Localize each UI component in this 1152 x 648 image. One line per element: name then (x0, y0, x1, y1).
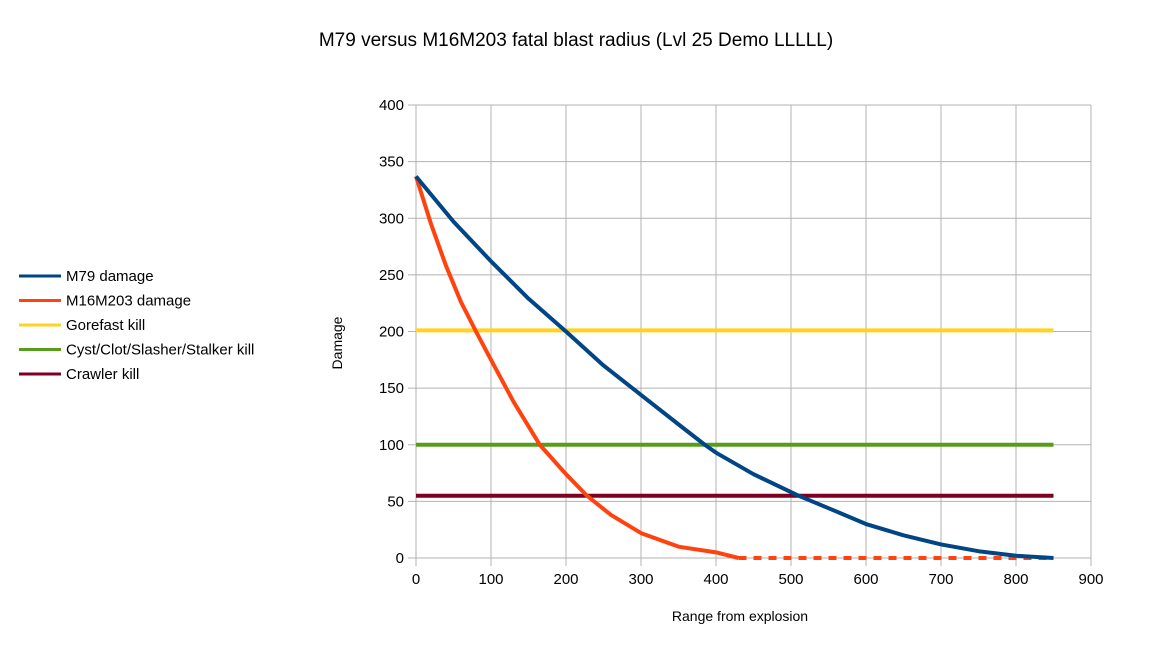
x-tick-label: 600 (853, 571, 878, 588)
y-tick-label: 400 (379, 97, 404, 114)
x-tick-label: 200 (553, 571, 578, 588)
y-tick-label: 300 (379, 210, 404, 227)
x-tick-label: 100 (478, 571, 503, 588)
legend-label: Gorefast kill (66, 317, 145, 334)
y-tick-label: 250 (379, 267, 404, 284)
y-axis-label: Damage (329, 316, 345, 369)
y-tick-label: 0 (396, 550, 404, 567)
x-tick-label: 800 (1003, 571, 1028, 588)
legend-item-m79-damage: M79 damage (19, 268, 154, 285)
legend-label: Cyst/Clot/Slasher/Stalker kill (66, 342, 254, 359)
y-tick-label: 100 (379, 437, 404, 454)
x-tick-label: 300 (628, 571, 653, 588)
y-tick-label: 200 (379, 324, 404, 341)
legend-item-m16m203-damage: M16M203 damage (19, 293, 191, 310)
x-axis-label: Range from explosion (672, 608, 808, 624)
series-line-m79-damage (414, 175, 1054, 560)
legend-label: M16M203 damage (66, 293, 191, 310)
legend-item-crawler-kill: Crawler kill (19, 366, 139, 383)
x-tick-label: 400 (703, 571, 728, 588)
legend-label: M79 damage (66, 268, 154, 285)
legend-item-gorefast-kill: Gorefast kill (19, 317, 145, 334)
x-tick-label: 0 (412, 571, 420, 588)
y-tick-label: 150 (379, 380, 404, 397)
series-line-m16m203-damage (414, 175, 739, 560)
y-tick-label: 350 (379, 154, 404, 171)
chart-title: M79 versus M16M203 fatal blast radius (L… (319, 30, 833, 51)
x-tick-label: 900 (1078, 571, 1103, 588)
x-tick-label: 700 (928, 571, 953, 588)
x-tick-label: 500 (778, 571, 803, 588)
legend-item-cyst-clot-slasher-stalker-kill: Cyst/Clot/Slasher/Stalker kill (19, 342, 254, 359)
y-tick-label: 50 (387, 493, 404, 510)
y-axis-ticks: 0 50 100 150 200 250 300 350 400 (379, 97, 404, 567)
x-axis-ticks: 0 100 200 300 400 500 600 700 800 900 (412, 571, 1104, 588)
legend-label: Crawler kill (66, 366, 139, 383)
series-group (414, 175, 1054, 560)
legend: M79 damage M16M203 damage Gorefast kill Cys… (19, 268, 254, 383)
